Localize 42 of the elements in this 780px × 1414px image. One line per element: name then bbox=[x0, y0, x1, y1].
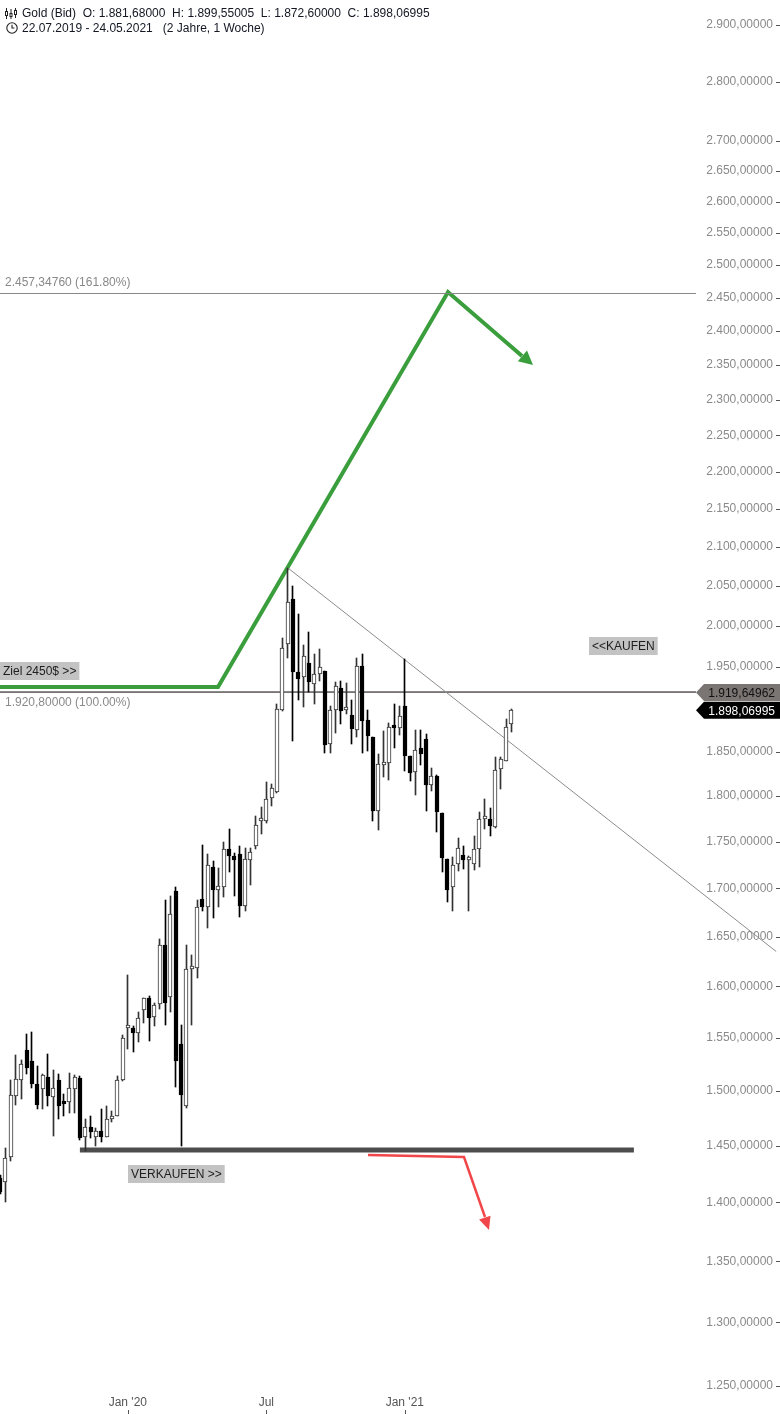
annotation: <<KAUFEN bbox=[592, 638, 655, 653]
x-tick-label: Jul bbox=[258, 1394, 275, 1409]
text: Gold (Bid) O: 1.881,68000 H: 1.899,55005 L: 1.872,60000 C: 1.898,06995 bbox=[22, 6, 430, 20]
y-tick-label: 2.150,00000 bbox=[706, 501, 774, 516]
y-tick-label: 2.100,00000 bbox=[706, 539, 774, 554]
annotation: VERKAUFEN >> bbox=[131, 1166, 222, 1181]
y-tick-label: 2.800,00000 bbox=[706, 74, 774, 89]
y-tick-label: 1.300,00000 bbox=[706, 1314, 774, 1329]
x-tick-label: Jan '21 bbox=[385, 1394, 425, 1409]
y-tick-label: 2.000,00000 bbox=[706, 618, 774, 633]
y-tick-label: 1.550,00000 bbox=[706, 1030, 774, 1045]
y-tick-label: 2.350,00000 bbox=[706, 357, 774, 372]
y-tick-label: 2.600,00000 bbox=[706, 193, 774, 208]
y-tick-label: 2.650,00000 bbox=[706, 163, 774, 178]
y-tick-label: 2.400,00000 bbox=[706, 323, 774, 338]
y-tick-label: 1.350,00000 bbox=[706, 1253, 774, 1268]
y-tick-label: 2.900,00000 bbox=[706, 17, 774, 32]
y-tick-label: 1.450,00000 bbox=[706, 1137, 774, 1152]
y-tick-label: 1.250,00000 bbox=[706, 1377, 774, 1392]
ref-line-label: 1.920,80000 (100.00%) bbox=[5, 695, 131, 710]
y-tick-label: 2.250,00000 bbox=[706, 427, 774, 442]
y-tick-label: 1.500,00000 bbox=[706, 1083, 774, 1098]
y-tick-label: 1.600,00000 bbox=[706, 978, 774, 993]
y-tick-label: 1.950,00000 bbox=[706, 658, 774, 673]
y-tick-label: 2.450,00000 bbox=[706, 289, 774, 304]
y-tick-label: 1.750,00000 bbox=[706, 833, 774, 848]
y-tick-label: 1.850,00000 bbox=[706, 744, 774, 759]
y-tick-label: 2.550,00000 bbox=[706, 225, 774, 240]
ref-line-label: 1.919,64962 bbox=[708, 685, 776, 700]
y-tick-label: 1.700,00000 bbox=[706, 880, 774, 895]
y-tick-label: 1.400,00000 bbox=[706, 1194, 774, 1209]
ref-line-label: 2.457,34760 (161.80%) bbox=[5, 275, 131, 290]
y-tick-label: 2.700,00000 bbox=[706, 132, 774, 147]
y-tick-label: 1.800,00000 bbox=[706, 788, 774, 803]
y-tick-label: 2.050,00000 bbox=[706, 578, 774, 593]
x-tick-label: Jan '20 bbox=[108, 1394, 148, 1409]
text: 22.07.2019 - 24.05.2021 (2 Jahre, 1 Woche) bbox=[22, 21, 265, 35]
annotation: 1.898,06995 bbox=[708, 703, 776, 718]
annotation: Ziel 2450$ >> bbox=[3, 663, 77, 678]
y-tick-label: 2.500,00000 bbox=[706, 257, 774, 272]
y-tick-label: 2.300,00000 bbox=[706, 392, 774, 407]
y-tick-label: 2.200,00000 bbox=[706, 463, 774, 478]
